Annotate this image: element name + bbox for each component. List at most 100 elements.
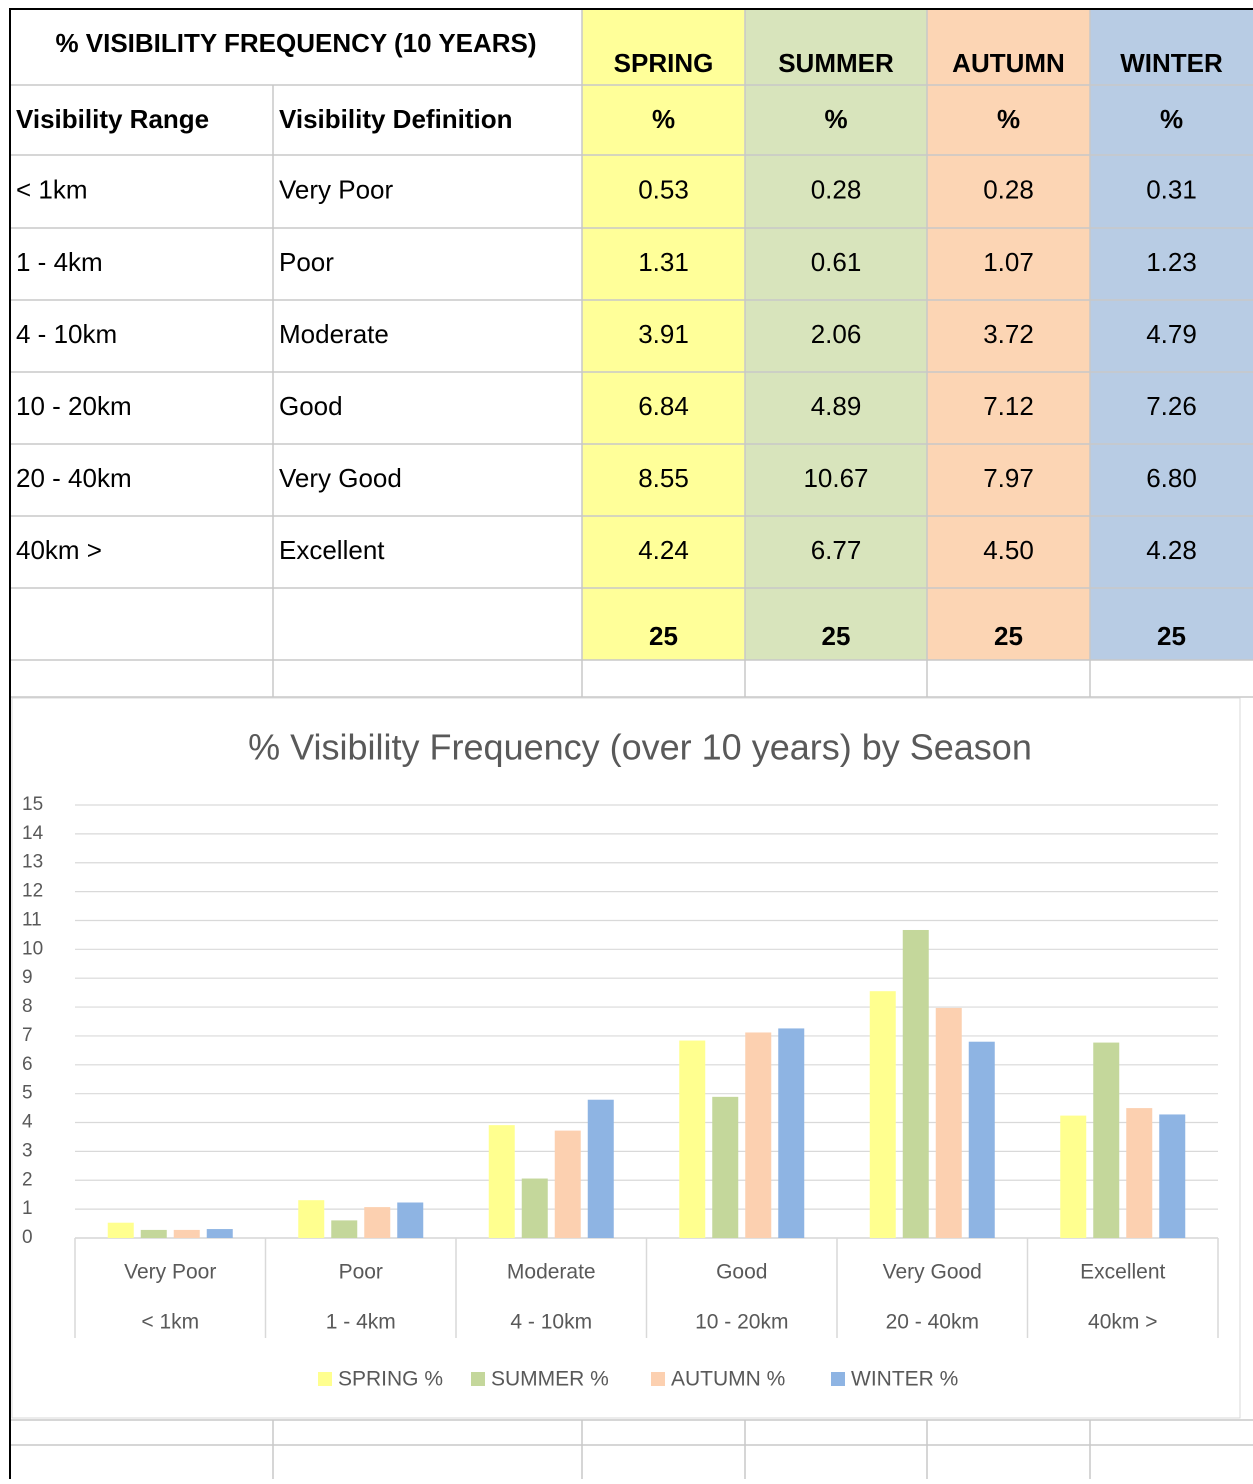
row-label: Excellent [279, 535, 385, 565]
table-title: % VISIBILITY FREQUENCY (10 YEARS) [55, 28, 536, 58]
bar [778, 1028, 805, 1238]
season-header: AUTUMN [952, 48, 1065, 78]
cell-value: 3.91 [638, 319, 689, 349]
cell-value: 1.23 [1146, 247, 1197, 277]
bar [397, 1202, 424, 1238]
row-label: 1 - 4km [16, 247, 103, 277]
row-label: Moderate [279, 319, 389, 349]
cell-value: 0.61 [811, 247, 862, 277]
season-column-bg [745, 10, 927, 660]
bar [712, 1096, 739, 1238]
bar [1093, 1042, 1120, 1238]
legend-label: SPRING % [338, 1368, 443, 1391]
x-subtick-label: 20 - 40km [886, 1311, 979, 1334]
unit-header: % [997, 104, 1020, 134]
bar [331, 1220, 358, 1238]
legend-label: WINTER % [851, 1368, 958, 1391]
x-subtick-label: < 1km [141, 1311, 199, 1334]
unit-header: % [824, 104, 847, 134]
y-tick-label: 6 [22, 1054, 33, 1075]
bar [1159, 1114, 1186, 1238]
season-header: WINTER [1120, 48, 1223, 78]
x-tick-label: Moderate [507, 1261, 596, 1284]
y-tick-label: 12 [22, 881, 43, 902]
season-header: SUMMER [778, 48, 894, 78]
bar [902, 929, 929, 1238]
chart-title: % Visibility Frequency (over 10 years) b… [248, 727, 1032, 768]
cell-value: 4.24 [638, 535, 689, 565]
row-label: Very Good [279, 463, 402, 493]
cell-value: 10.67 [803, 463, 868, 493]
row-label: 4 - 10km [16, 319, 117, 349]
cell-value: 7.97 [983, 463, 1034, 493]
unit-header: % [1160, 104, 1183, 134]
cell-value: 4.50 [983, 535, 1034, 565]
bar [1060, 1115, 1087, 1238]
y-tick-label: 15 [22, 794, 43, 815]
cell-value: 1.31 [638, 247, 689, 277]
bar [140, 1229, 167, 1238]
x-subtick-label: 40km > [1088, 1311, 1157, 1334]
bar [968, 1041, 995, 1238]
cell-value: 3.72 [983, 319, 1034, 349]
legend-label: SUMMER % [491, 1368, 609, 1391]
season-total: 25 [1157, 621, 1186, 651]
x-tick-label: Very Poor [124, 1261, 216, 1284]
bar [173, 1229, 200, 1238]
cell-value: 6.80 [1146, 463, 1197, 493]
cell-value: 7.12 [983, 391, 1034, 421]
unit-header: % [652, 104, 675, 134]
season-column-bg [1090, 10, 1253, 660]
x-tick-label: Excellent [1080, 1261, 1165, 1284]
x-subtick-label: 10 - 20km [695, 1311, 788, 1334]
bar [1126, 1108, 1153, 1238]
y-tick-label: 1 [22, 1198, 33, 1219]
row-label: Poor [279, 247, 334, 277]
legend-swatch [471, 1372, 485, 1386]
y-tick-label: 13 [22, 852, 43, 873]
bar [869, 991, 896, 1238]
y-tick-label: 11 [22, 909, 42, 930]
cell-value: 0.53 [638, 174, 689, 204]
cell-value: 2.06 [811, 319, 862, 349]
x-subtick-label: 4 - 10km [510, 1311, 592, 1334]
cell-value: 6.77 [811, 535, 862, 565]
cell-value: 6.84 [638, 391, 689, 421]
season-header: SPRING [614, 48, 714, 78]
bar [364, 1207, 391, 1238]
bar [488, 1125, 515, 1238]
row-label: 10 - 20km [16, 391, 132, 421]
row-label: 40km > [16, 535, 102, 565]
x-subtick-label: 1 - 4km [326, 1311, 396, 1334]
x-tick-label: Good [716, 1261, 767, 1284]
chart-area [11, 697, 1241, 1419]
season-total: 25 [994, 621, 1023, 651]
bar [679, 1040, 706, 1238]
cell-value: 4.79 [1146, 319, 1197, 349]
cell-value: 0.31 [1146, 174, 1197, 204]
cell-value: 0.28 [983, 174, 1034, 204]
season-total: 25 [649, 621, 678, 651]
y-tick-label: 0 [22, 1227, 33, 1248]
cell-value: 8.55 [638, 463, 689, 493]
bar [206, 1229, 233, 1238]
row-label: Good [279, 391, 343, 421]
row-label: Very Poor [279, 174, 394, 204]
legend-label: AUTUMN % [671, 1368, 785, 1391]
y-tick-label: 10 [22, 938, 43, 959]
y-tick-label: 2 [22, 1169, 33, 1190]
row-label: < 1km [16, 174, 88, 204]
cell-value: 7.26 [1146, 391, 1197, 421]
legend-swatch [651, 1372, 665, 1386]
bar [554, 1130, 581, 1238]
y-tick-label: 4 [22, 1112, 33, 1133]
cell-value: 4.89 [811, 391, 862, 421]
row-label: 20 - 40km [16, 463, 132, 493]
season-column-bg [582, 10, 745, 660]
x-tick-label: Very Good [883, 1261, 982, 1284]
column-header: Visibility Definition [279, 104, 513, 134]
cell-value: 1.07 [983, 247, 1034, 277]
bar [107, 1222, 134, 1238]
